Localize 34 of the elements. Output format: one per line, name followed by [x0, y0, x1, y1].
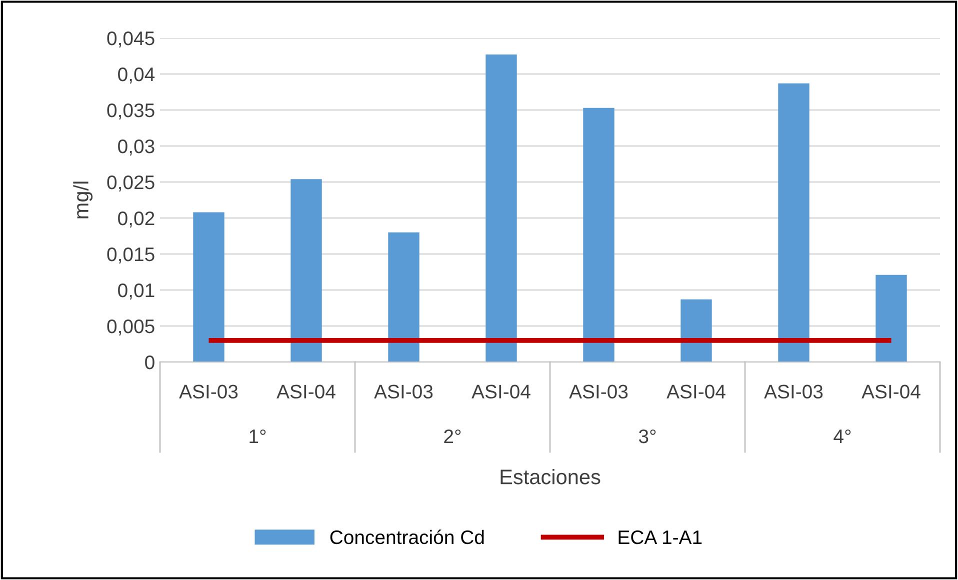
x-tick-label: ASI-04	[472, 384, 530, 399]
x-tick-label: ASI-03	[374, 384, 433, 399]
legend-label: Concentración Cd	[330, 530, 484, 544]
legend-label: ECA 1-A1	[618, 530, 702, 544]
y-tick-label: 0,035	[107, 103, 154, 120]
y-tick-label: 0,015	[107, 247, 154, 264]
x-tick-label: ASI-03	[179, 384, 238, 399]
y-tick-label: 0,01	[118, 283, 154, 300]
x-tick-label: ASI-04	[276, 384, 336, 399]
y-tick-label: 0,03	[118, 139, 154, 156]
text: 3°	[638, 429, 656, 444]
bar	[193, 212, 224, 362]
x-tick-label: ASI-03	[569, 384, 628, 399]
y-tick-label: 0,04	[118, 67, 155, 84]
text: 2°	[444, 429, 461, 444]
y-tick-label: 0,02	[118, 211, 154, 228]
x-tick-label: ASI-04	[666, 384, 726, 399]
text: 1°	[250, 429, 266, 444]
bar	[290, 179, 322, 362]
bar	[388, 232, 420, 362]
x-tick-label: ASI-03	[764, 384, 823, 399]
bar	[486, 54, 517, 362]
bar	[778, 83, 810, 362]
x-tick-label: ASI-04	[862, 384, 920, 399]
x-axis-title: Estaciones	[500, 469, 600, 484]
y-tick-label: 0	[145, 355, 154, 370]
bar	[583, 108, 614, 362]
bar	[876, 274, 907, 362]
y-tick-label: 0,045	[107, 31, 154, 48]
text: 4°	[834, 429, 851, 444]
y-axis-title: mg/l	[73, 182, 93, 218]
y-tick-label: 0,025	[107, 175, 154, 192]
y-tick-label: 0,005	[107, 319, 154, 336]
bar	[680, 299, 712, 362]
